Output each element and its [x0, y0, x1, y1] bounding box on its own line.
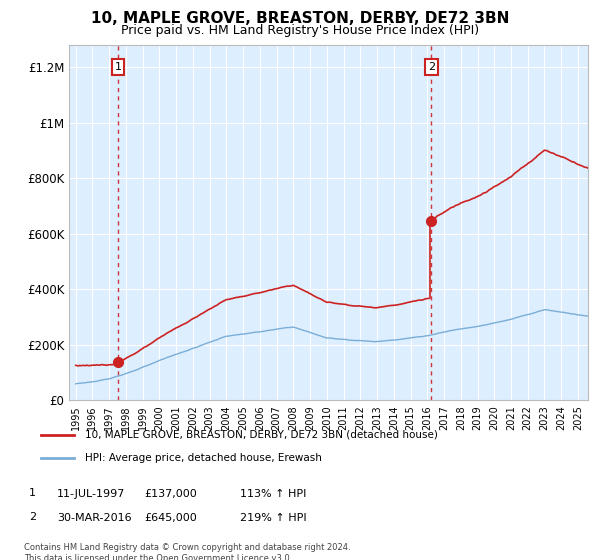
Text: Contains HM Land Registry data © Crown copyright and database right 2024.
This d: Contains HM Land Registry data © Crown c…: [24, 543, 350, 560]
Text: 1: 1: [29, 488, 36, 498]
Text: 1: 1: [115, 62, 122, 72]
Text: Price paid vs. HM Land Registry's House Price Index (HPI): Price paid vs. HM Land Registry's House …: [121, 24, 479, 36]
Text: 11-JUL-1997: 11-JUL-1997: [57, 489, 125, 499]
Text: £645,000: £645,000: [144, 513, 197, 523]
Text: 113% ↑ HPI: 113% ↑ HPI: [240, 489, 307, 499]
Text: £137,000: £137,000: [144, 489, 197, 499]
Text: 2: 2: [428, 62, 435, 72]
Text: 10, MAPLE GROVE, BREASTON, DERBY, DE72 3BN: 10, MAPLE GROVE, BREASTON, DERBY, DE72 3…: [91, 11, 509, 26]
Text: HPI: Average price, detached house, Erewash: HPI: Average price, detached house, Erew…: [85, 453, 322, 463]
Text: 2: 2: [29, 512, 36, 522]
Text: 219% ↑ HPI: 219% ↑ HPI: [240, 513, 307, 523]
Text: 30-MAR-2016: 30-MAR-2016: [57, 513, 131, 523]
Text: 10, MAPLE GROVE, BREASTON, DERBY, DE72 3BN (detached house): 10, MAPLE GROVE, BREASTON, DERBY, DE72 3…: [85, 430, 437, 440]
